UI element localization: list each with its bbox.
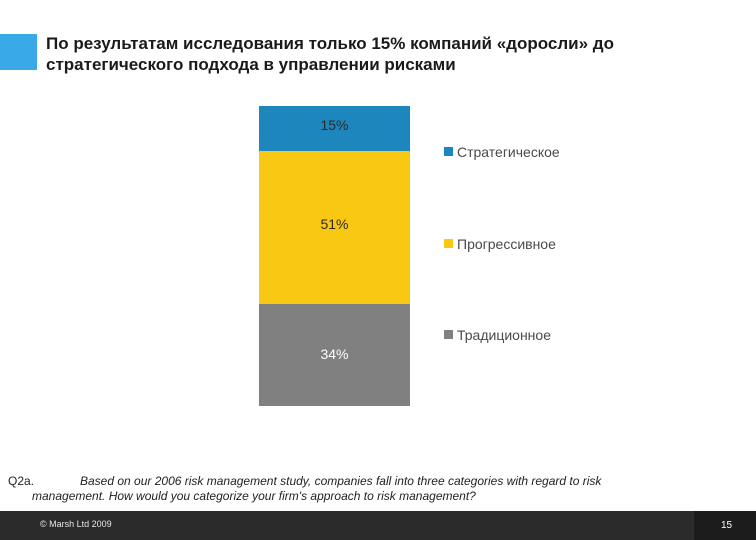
footer-left-panel: © Marsh Ltd 2009 <box>0 511 694 540</box>
data-label-1: 15% <box>320 117 348 133</box>
stacked-bar-chart: 15% Стратегическое 51% Прогрессивное 34% Трад… <box>259 106 560 406</box>
legend-label-3: Традиционное <box>457 327 551 343</box>
data-label-3: 34% <box>320 346 348 362</box>
legend-swatch-2 <box>444 239 453 248</box>
copyright: © Marsh Ltd 2009 <box>40 519 112 529</box>
slide-title-line-1: По результатам исследования только 15% к… <box>46 34 614 53</box>
slide-title-line-2: стратегического подхода в управлении рис… <box>46 55 456 74</box>
page-number: 15 <box>720 520 733 531</box>
footnote-label: Q2a. <box>8 474 35 488</box>
accent-square <box>0 34 37 70</box>
footer-bar: © Marsh Ltd 2009 15 <box>0 511 756 540</box>
legend-swatch-1 <box>444 147 453 156</box>
slide-title: По результатам исследования только 15% к… <box>46 33 706 75</box>
footnote: Q2a. Based on our 2006 risk management st… <box>8 474 728 504</box>
bar-segment-1 <box>259 106 410 151</box>
legend-swatch-3 <box>444 330 453 339</box>
bar-segment-3 <box>259 304 410 406</box>
data-label-2: 51% <box>320 216 348 232</box>
footnote-line-2: management. How would you categorize you… <box>32 489 476 503</box>
legend-label-1: Стратегическое <box>457 144 560 160</box>
bar-segment-2 <box>259 151 410 304</box>
legend-label-2: Прогрессивное <box>457 236 556 252</box>
footnote-line-1: Based on our 2006 risk management study,… <box>80 474 602 488</box>
